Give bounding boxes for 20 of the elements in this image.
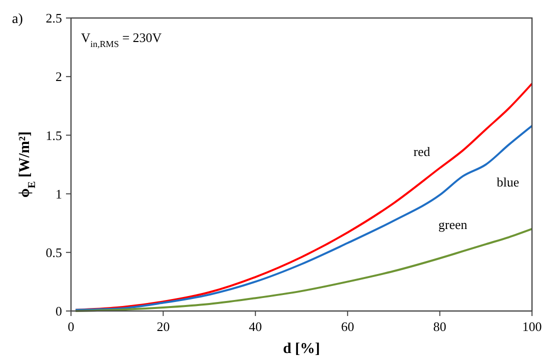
x-tick-label: 80 <box>433 319 446 334</box>
x-tick-label: 100 <box>522 319 542 334</box>
x-tick-label: 40 <box>248 319 262 334</box>
y-tick-label: 0.5 <box>46 244 62 260</box>
y-tick-label: 0 <box>56 304 62 319</box>
x-tick-label: 0 <box>68 319 74 334</box>
text: a) <box>12 12 24 27</box>
series-label: blue <box>496 174 520 190</box>
series-label: green <box>438 217 468 232</box>
series-label: red <box>413 144 431 160</box>
x-tick-label: 20 <box>156 319 170 334</box>
y-tick-label: 1.5 <box>46 128 62 143</box>
y-tick-label: 2 <box>56 69 62 84</box>
line-series <box>74 124 533 311</box>
y-tick-label: 1 <box>56 186 62 202</box>
x-tick-label: 60 <box>341 319 354 334</box>
line-series <box>74 82 533 311</box>
annotation: V$_{in,RMS}$ = 230V <box>81 30 162 49</box>
x-axis-title: d [%] <box>282 341 320 357</box>
y-tick-label: 2.5 <box>46 10 62 26</box>
